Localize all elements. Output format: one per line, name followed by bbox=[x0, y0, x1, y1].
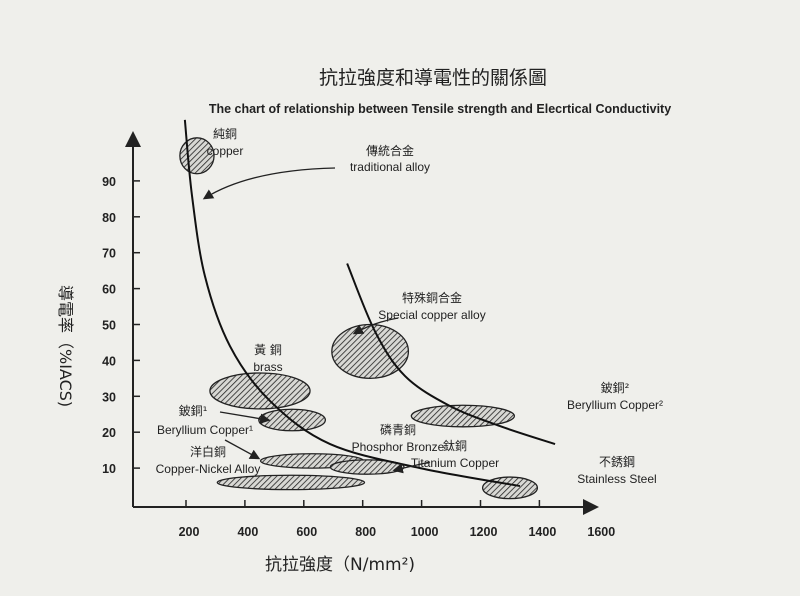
trend-curve bbox=[183, 119, 521, 488]
region-ellipse bbox=[410, 404, 516, 428]
region-label-zh: 純銅 bbox=[213, 127, 237, 141]
y-tick-label: 40 bbox=[102, 354, 116, 368]
regions bbox=[179, 137, 539, 500]
region-label-zh: 黃 銅 bbox=[254, 343, 282, 357]
chart-title: 抗拉強度和導電性的關係圖 bbox=[319, 67, 547, 89]
annotation-label-zh: 傳統合金 bbox=[366, 143, 414, 158]
x-tick-label: 200 bbox=[179, 525, 200, 539]
annotation-arrow bbox=[202, 167, 336, 200]
x-tick-label: 400 bbox=[237, 525, 258, 539]
region-label-en: Titanium Copper bbox=[411, 456, 499, 470]
curves bbox=[183, 119, 556, 488]
annotation-label-en: traditional alloy bbox=[350, 160, 430, 174]
trend-curve bbox=[346, 263, 556, 445]
region-label-zh: 鈹銅² bbox=[601, 380, 630, 395]
region-ellipse bbox=[329, 459, 405, 475]
region-label-en: copper bbox=[207, 144, 244, 158]
region-label-zh: 磷青銅 bbox=[380, 422, 416, 437]
region-ellipse bbox=[331, 323, 410, 379]
axes: 10 20 30 40 50 60 70 80 90 200 400 600 800 1000 1200 14… bbox=[102, 131, 615, 539]
region-label-en: Stainless Steel bbox=[577, 472, 656, 486]
region-label-zh: 不銹鋼 bbox=[599, 455, 635, 469]
y-tick-label: 30 bbox=[102, 390, 116, 404]
x-tick-label: 1600 bbox=[587, 525, 615, 539]
y-tick-label: 50 bbox=[102, 319, 116, 333]
region-label-en: brass bbox=[253, 360, 282, 374]
y-tick-label: 10 bbox=[102, 462, 116, 476]
annotation-arrow bbox=[392, 461, 431, 474]
region-ellipse bbox=[216, 474, 366, 491]
chart-subtitle: The chart of relationship between Tensil… bbox=[209, 102, 671, 116]
x-tick-label: 1000 bbox=[411, 525, 439, 539]
region-label-en: Phosphor Bronze bbox=[352, 440, 445, 454]
annotation-arrow bbox=[219, 411, 271, 424]
x-tick-label: 800 bbox=[355, 525, 376, 539]
y-tick-label: 80 bbox=[102, 211, 116, 225]
y-tick-label: 90 bbox=[102, 175, 116, 189]
y-tick-label: 20 bbox=[102, 426, 116, 440]
x-axis-label: 抗拉強度（N/mm²) bbox=[265, 555, 415, 575]
region-label-en: Copper-Nickel Alloy bbox=[156, 462, 261, 476]
x-tick-label: 1200 bbox=[470, 525, 498, 539]
y-axis-label: 導電率（%IACS) bbox=[56, 285, 75, 407]
region-label-en: Beryllium Copper¹ bbox=[157, 423, 253, 437]
y-tick-label: 70 bbox=[102, 247, 116, 261]
annotation-arrow bbox=[352, 317, 399, 335]
region-label-en: Special copper alloy bbox=[378, 308, 485, 322]
region-label-zh: 特殊銅合金 bbox=[402, 290, 462, 305]
region-label-zh: 洋白銅 bbox=[190, 444, 226, 459]
annotation-arrow bbox=[224, 439, 261, 460]
region-label-en: Beryllium Copper² bbox=[567, 398, 663, 412]
y-tick-label: 60 bbox=[102, 283, 116, 297]
region-labels: 純銅 copper 特殊銅合金 Special copper alloy 黃 銅 bras… bbox=[156, 127, 663, 486]
x-tick-label: 1400 bbox=[528, 525, 556, 539]
region-label-zh: 鈦銅 bbox=[443, 438, 467, 453]
x-tick-label: 600 bbox=[296, 525, 317, 539]
region-label-zh: 鈹銅¹ bbox=[179, 403, 208, 418]
